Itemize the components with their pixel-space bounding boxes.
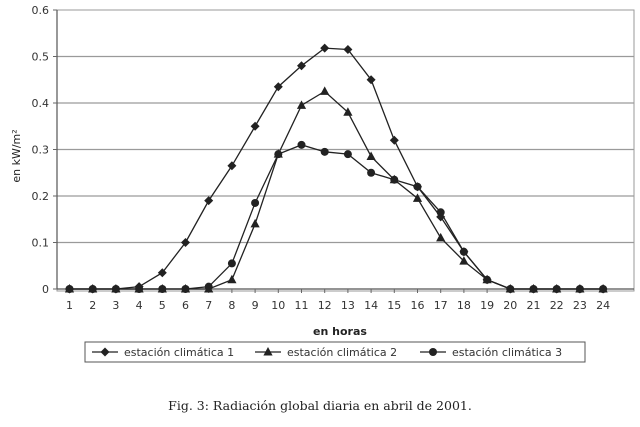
x-axis-title: en horas <box>313 325 367 338</box>
data-point-circle <box>158 285 167 293</box>
x-tick-label: 8 <box>228 299 235 312</box>
data-point-circle <box>429 348 437 356</box>
legend-label: estación climática 3 <box>452 346 562 359</box>
x-tick-label: 21 <box>527 299 541 312</box>
data-point-circle <box>552 285 561 293</box>
y-tick-label: 0.5 <box>32 51 50 64</box>
data-point-circle <box>390 175 399 184</box>
data-point-triangle <box>366 151 376 160</box>
data-point-circle <box>181 285 190 293</box>
data-point-circle <box>227 259 236 268</box>
legend-box <box>84 341 586 363</box>
data-point-diamond <box>297 61 306 71</box>
y-axis-ticks: 0 0.1 0.2 0.3 0.4 0.5 0.6 <box>32 4 57 296</box>
x-tick-label: 3 <box>112 299 119 312</box>
data-point-triangle <box>459 256 469 265</box>
data-point-circle <box>506 285 515 293</box>
x-tick-label: 4 <box>136 299 143 312</box>
x-tick-label: 20 <box>503 299 517 312</box>
y-tick-label: 0.1 <box>32 237 50 250</box>
x-tick-label: 7 <box>205 299 212 312</box>
legend: estación climática 1 estación climática 2… <box>84 341 586 363</box>
data-point-triangle <box>296 100 307 109</box>
x-tick-label: 9 <box>252 299 259 312</box>
legend-item-2: estación climática 2 <box>255 346 397 359</box>
data-point-circle <box>599 285 608 293</box>
data-point-circle <box>274 150 283 159</box>
x-tick-label: 6 <box>182 299 189 312</box>
data-point-triangle <box>263 347 273 356</box>
x-tick-label: 18 <box>457 299 471 312</box>
data-point-triangle <box>412 193 423 202</box>
data-point-circle <box>483 275 492 284</box>
series-lines <box>64 43 608 294</box>
x-tick-label: 13 <box>341 299 355 312</box>
data-point-circle <box>135 285 144 293</box>
x-tick-label: 11 <box>295 299 309 312</box>
x-tick-label: 24 <box>596 299 610 312</box>
y-tick-label: 0 <box>42 283 49 296</box>
data-point-circle <box>529 285 538 293</box>
data-point-diamond <box>366 75 376 85</box>
data-point-circle <box>65 285 74 293</box>
x-tick-label: 5 <box>159 299 166 312</box>
data-point-circle <box>320 147 329 156</box>
data-point-circle <box>251 198 260 207</box>
x-tick-label: 12 <box>318 299 332 312</box>
x-tick-label: 14 <box>364 299 378 312</box>
legend-item-1: estación climática 1 <box>92 346 234 359</box>
data-point-circle <box>297 140 306 149</box>
x-tick-label: 2 <box>89 299 96 312</box>
data-point-diamond <box>181 238 190 247</box>
x-tick-label: 10 <box>271 299 285 312</box>
y-tick-label: 0.2 <box>32 190 50 203</box>
y-axis-title: en kW/m² <box>10 129 23 182</box>
x-tick-label: 16 <box>411 299 425 312</box>
legend-item-3: estación climática 3 <box>420 346 562 359</box>
data-point-diamond <box>204 196 214 206</box>
y-tick-label: 0.6 <box>32 4 50 17</box>
data-point-circle <box>204 282 213 291</box>
data-point-diamond <box>273 82 283 92</box>
data-point-diamond <box>250 121 260 131</box>
data-point-diamond <box>343 45 353 55</box>
data-point-triangle <box>320 86 330 95</box>
data-point-triangle <box>436 232 446 242</box>
x-tick-label: 22 <box>550 299 564 312</box>
data-point-circle <box>88 285 97 293</box>
plot-background <box>56 9 635 292</box>
data-point-circle <box>436 208 445 217</box>
x-tick-label: 17 <box>434 299 448 312</box>
y-tick-label: 0.4 <box>32 97 50 110</box>
x-axis-ticks: 1 2 3 4 5 6 7 8 9 10 11 12 13 14 15 16 17 18 19 20 21 22 23 24 <box>66 289 610 312</box>
legend-label: estación climática 1 <box>124 346 234 359</box>
data-point-triangle <box>250 218 260 228</box>
data-point-diamond <box>320 43 330 53</box>
data-point-circle <box>575 285 584 293</box>
x-tick-label: 23 <box>573 299 587 312</box>
data-point-circle <box>459 247 468 256</box>
figure-caption: Fig. 3: Radiación global diaria en abril… <box>168 398 472 413</box>
data-point-circle <box>111 285 120 293</box>
data-point-circle <box>343 150 352 159</box>
data-point-diamond <box>157 268 167 278</box>
data-point-triangle <box>343 107 353 116</box>
data-point-triangle <box>227 274 237 284</box>
x-tick-label: 1 <box>66 299 73 312</box>
line-chart: 00.10.20.30.40.50.6 1 2 3 4 5 6 7 8 9 10 11 12 13 14 1… <box>10 4 635 363</box>
data-point-diamond <box>227 161 237 171</box>
series-3 <box>65 140 608 293</box>
data-point-diamond <box>389 135 399 145</box>
x-tick-label: 19 <box>480 299 494 312</box>
gridlines <box>57 55 634 244</box>
x-tick-label: 15 <box>387 299 401 312</box>
data-point-circle <box>367 168 376 177</box>
data-point-diamond <box>100 347 110 357</box>
legend-label: estación climática 2 <box>287 346 397 359</box>
y-tick-label: 0.3 <box>32 144 50 157</box>
data-point-circle <box>413 182 422 191</box>
